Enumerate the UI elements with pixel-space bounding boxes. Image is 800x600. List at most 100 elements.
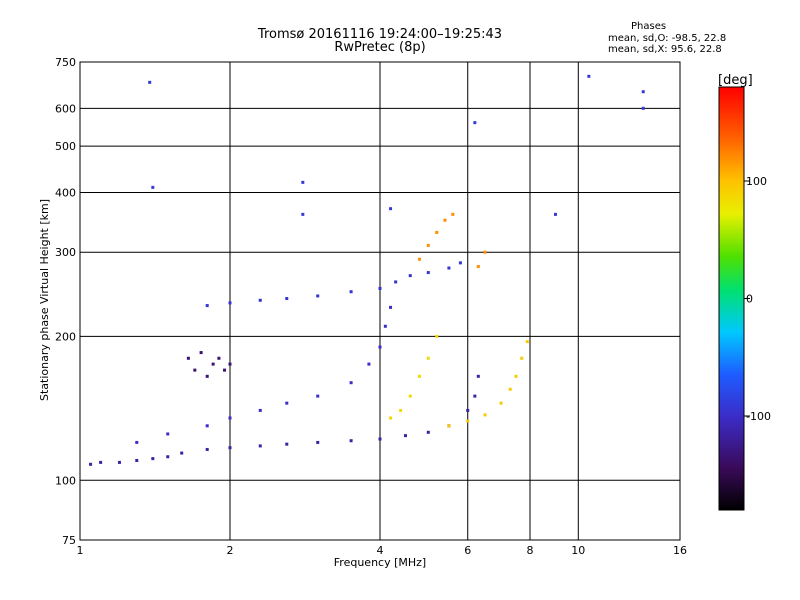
y-axis-ticks: 75 100 200 300 400 500 600 750: [55, 56, 76, 547]
data-point: [217, 356, 221, 360]
data-point: [483, 250, 487, 254]
data-point: [499, 401, 503, 405]
data-point: [378, 286, 382, 290]
data-point: [466, 408, 470, 412]
data-point: [205, 304, 209, 308]
data-point: [473, 121, 477, 125]
colorbar-tick-label: 0: [746, 293, 753, 306]
data-point: [301, 212, 305, 216]
data-point: [285, 297, 289, 301]
data-point: [316, 294, 320, 298]
colorbar-ticks: 100 0 -100: [744, 175, 771, 423]
data-point: [205, 424, 209, 428]
data-point: [228, 362, 232, 366]
data-point: [435, 334, 439, 338]
y-tick-label: 200: [55, 330, 76, 343]
data-point: [223, 368, 227, 372]
data-point: [525, 340, 529, 344]
data-point: [135, 458, 139, 462]
data-point: [451, 212, 455, 216]
data-point: [117, 460, 121, 464]
data-point: [211, 362, 215, 366]
data-point: [641, 90, 645, 94]
data-point: [148, 80, 152, 84]
data-point: [447, 424, 451, 428]
data-point: [316, 394, 320, 398]
x-tick-label: 16: [673, 544, 687, 557]
data-point: [151, 457, 155, 461]
data-point: [285, 401, 289, 405]
data-point: [89, 462, 93, 466]
x-tick-label: 1: [77, 544, 84, 557]
data-point: [301, 180, 305, 184]
data-point: [403, 434, 407, 438]
data-point: [466, 419, 470, 423]
data-point: [417, 257, 421, 261]
y-tick-label: 400: [55, 186, 76, 199]
data-point: [186, 356, 190, 360]
data-point: [426, 271, 430, 275]
data-point: [458, 261, 462, 265]
data-point: [349, 290, 353, 294]
data-point: [349, 439, 353, 443]
data-point: [483, 413, 487, 417]
data-point: [476, 374, 480, 378]
colorbar-tick-label: -100: [746, 410, 771, 423]
data-point: [514, 374, 518, 378]
data-point: [135, 440, 139, 444]
data-point: [408, 274, 412, 278]
data-point: [258, 444, 262, 448]
y-tick-label: 300: [55, 246, 76, 259]
data-point: [258, 408, 262, 412]
data-point: [508, 387, 512, 391]
data-point: [389, 416, 393, 420]
data-point: [399, 408, 403, 412]
data-point: [394, 280, 398, 284]
data-point: [205, 374, 209, 378]
data-point: [151, 185, 155, 189]
x-tick-label: 8: [527, 544, 534, 557]
data-point: [426, 430, 430, 434]
x-tick-label: 10: [571, 544, 585, 557]
data-point: [641, 106, 645, 110]
phases-label: Phases: [631, 21, 667, 32]
data-point: [587, 74, 591, 78]
data-point: [553, 212, 557, 216]
data-point: [389, 305, 393, 309]
data-point: [228, 416, 232, 420]
x-tick-label: 2: [227, 544, 234, 557]
data-points: [89, 74, 645, 466]
data-point: [378, 345, 382, 349]
y-tick-label: 75: [62, 534, 76, 547]
chart-subtitle: RwPretec (8p): [334, 40, 426, 55]
phase-x-stats: mean, sd,X: 95.6, 22.8: [608, 44, 722, 55]
data-point: [99, 460, 103, 464]
y-tick-label: 750: [55, 56, 76, 69]
colorbar-unit: [deg]: [718, 73, 753, 88]
colorbar-tick-label: 100: [746, 175, 767, 188]
data-point: [228, 301, 232, 305]
data-point: [285, 442, 289, 446]
data-point: [408, 394, 412, 398]
y-tick-label: 100: [55, 474, 76, 487]
data-point: [180, 451, 184, 455]
phase-o-stats: mean, sd,O: -98.5, 22.8: [608, 33, 727, 44]
x-axis-ticks: 1 2 4 6 8 10 16: [77, 544, 688, 557]
data-point: [193, 368, 197, 372]
data-point: [349, 381, 353, 385]
x-tick-label: 6: [464, 544, 471, 557]
data-point: [426, 243, 430, 247]
data-point: [417, 374, 421, 378]
x-tick-label: 4: [377, 544, 384, 557]
data-point: [166, 432, 170, 436]
y-axis-label: Stationary phase Virtual Height [km]: [38, 199, 51, 401]
chart-title: Tromsø 20161116 19:24:00–19:25:43: [257, 27, 503, 42]
data-point: [435, 230, 439, 234]
data-point: [473, 394, 477, 398]
y-tick-label: 600: [55, 102, 76, 115]
data-point: [378, 437, 382, 441]
data-point: [426, 356, 430, 360]
data-point: [258, 298, 262, 302]
data-point: [228, 446, 232, 450]
